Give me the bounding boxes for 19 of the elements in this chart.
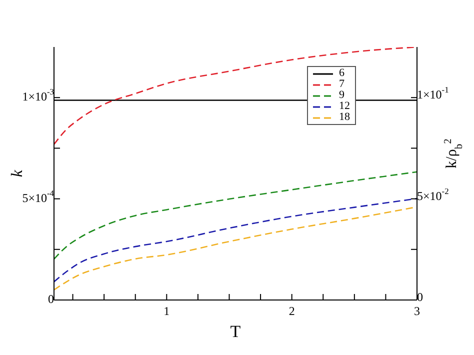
legend-label: 9	[339, 89, 344, 101]
y-tick-label: 0	[48, 292, 54, 306]
legend-label: 18	[339, 111, 350, 123]
y-tick-label: 1×10$^{-3}$	[22, 88, 54, 104]
legend-label: 7	[339, 78, 344, 90]
y-axis-title: k	[9, 169, 26, 178]
y2-tick-label: 0	[417, 290, 423, 304]
x-tick-label: 1	[164, 304, 170, 318]
line-series	[54, 198, 417, 282]
y2-tick-label: 5×10$^{-2}$	[417, 187, 449, 203]
y-tick-label: 5×10$^{-4}$	[22, 189, 55, 205]
line-series	[54, 171, 417, 260]
y2-tick-label: 1×10$^{-1}$	[417, 86, 449, 102]
x-axis-title: T	[230, 322, 242, 341]
x-tick-label: 2	[288, 304, 295, 318]
legend-label: 12	[339, 100, 350, 112]
x-tick-label: 3	[414, 304, 420, 318]
line-series	[54, 47, 417, 146]
legend-label: 6	[339, 67, 344, 79]
